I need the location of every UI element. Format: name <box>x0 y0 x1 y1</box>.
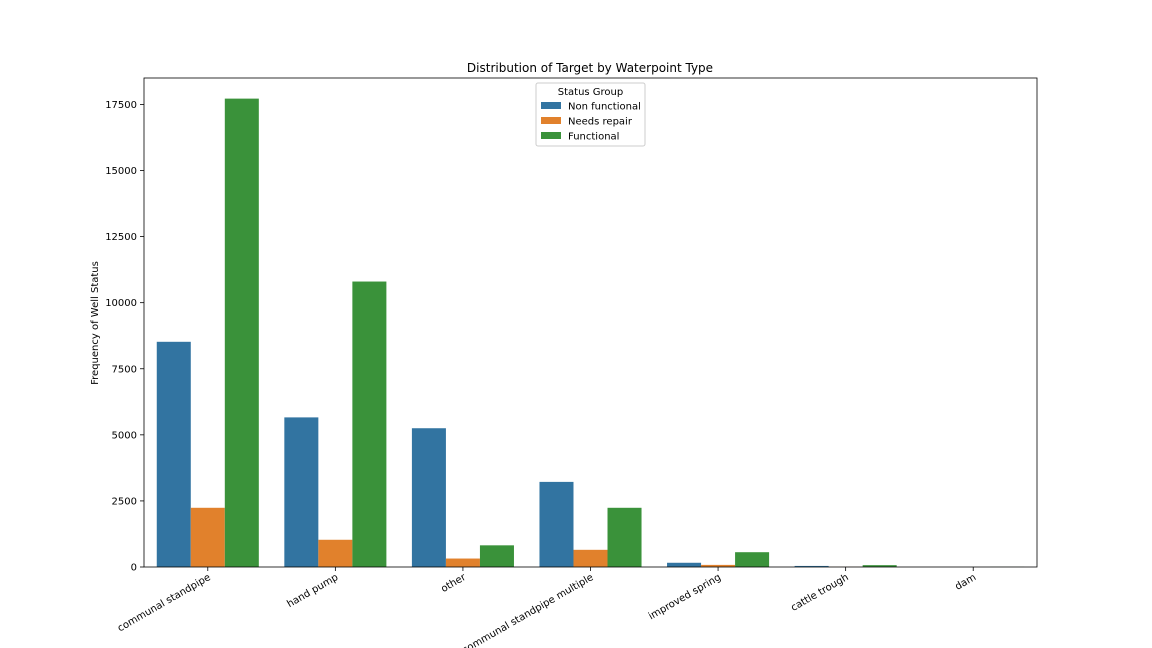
x-tick-label: cattle trough <box>789 572 850 614</box>
bar <box>667 562 702 567</box>
x-tick-label: other <box>439 572 468 595</box>
chart-title: Distribution of Target by Waterpoint Typ… <box>467 61 713 75</box>
x-tick-label: communal standpipe <box>116 572 213 634</box>
bar <box>539 481 574 567</box>
plot-frame <box>143 77 1038 568</box>
bar <box>224 98 259 568</box>
x-tick-label: hand pump <box>285 572 340 610</box>
bar <box>573 549 608 567</box>
legend: Status Group Non functional Needs repair F… <box>535 82 646 147</box>
bar <box>318 539 353 567</box>
legend-frame <box>535 82 646 147</box>
legend-title: Status Group <box>558 87 624 98</box>
y-tick-label: 7500 <box>112 364 137 375</box>
bar <box>794 565 829 567</box>
bar <box>284 417 319 567</box>
y-tick-label: 0 <box>131 563 137 574</box>
y-tick-label: 5000 <box>112 430 137 441</box>
y-tick-label: 17500 <box>105 100 137 111</box>
y-tick-label: 10000 <box>105 298 137 309</box>
y-tick-label: 15000 <box>105 166 137 177</box>
bar <box>701 564 736 567</box>
legend-label: Non functional <box>568 102 641 113</box>
bar <box>156 341 191 567</box>
legend-swatch <box>541 117 561 124</box>
bar <box>190 507 225 567</box>
bar <box>862 565 897 567</box>
y-tick-label: 2500 <box>112 496 137 507</box>
bars-group <box>156 98 1025 568</box>
x-tick-label: communal standpipe multiple <box>461 572 596 648</box>
x-tick-label: improved spring <box>647 572 723 622</box>
bar <box>352 281 387 567</box>
bar <box>479 545 514 567</box>
y-tick-label: 12500 <box>105 232 137 243</box>
legend-label: Functional <box>568 132 619 143</box>
bar <box>445 558 480 567</box>
bar <box>607 507 642 567</box>
legend-swatch <box>541 132 561 139</box>
bar <box>411 428 446 567</box>
y-axis-title: Frequency of Well Status <box>90 261 101 385</box>
legend-label: Needs repair <box>568 117 633 128</box>
x-tick-label: dam <box>953 572 978 593</box>
legend-entries: Non functional Needs repair Functional <box>541 102 641 143</box>
bar <box>735 552 770 567</box>
legend-swatch <box>541 102 561 109</box>
